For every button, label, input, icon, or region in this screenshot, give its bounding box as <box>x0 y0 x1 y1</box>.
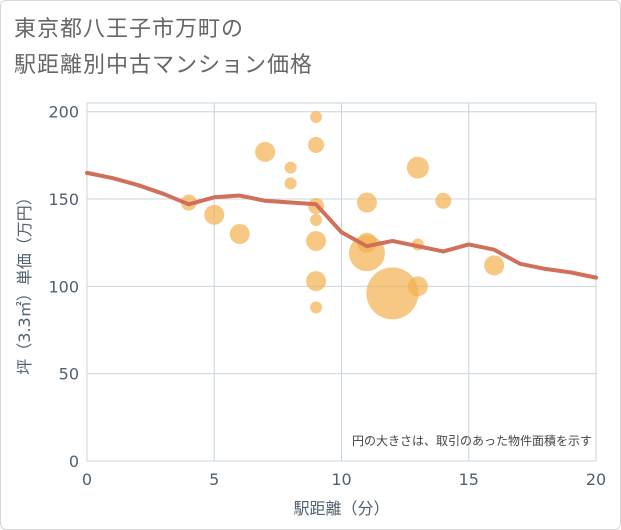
chart-title-line-2: 駅距離別中古マンション価格 <box>14 53 314 78</box>
x-tick-label: 20 <box>586 470 606 489</box>
bubble-point <box>204 204 225 225</box>
bubble-point <box>284 161 297 174</box>
bubble-point <box>366 267 419 320</box>
x-tick-label: 10 <box>331 470 351 489</box>
bubble-point <box>356 232 377 253</box>
x-axis-ticks: 0 5 10 15 20 <box>82 470 606 489</box>
y-axis-title: 坪（3.3㎡）単価（万円） <box>15 189 34 374</box>
x-axis-title: 駅距離（分） <box>293 499 389 518</box>
bubble-point <box>284 177 297 190</box>
bubble-size-note: 円の大きさは、取引のあった物件面積を示す <box>352 433 592 448</box>
y-tick-label: 50 <box>59 365 79 384</box>
chart-title: 東京都八王子市万町の 駅距離別中古マンション価格 <box>14 12 313 84</box>
y-tick-label: 150 <box>48 190 79 209</box>
y-tick-label: 200 <box>48 103 79 122</box>
bubble-point <box>310 301 323 314</box>
grid-lines <box>86 103 597 462</box>
bubble-point <box>310 214 323 227</box>
y-axis-ticks: 0 50 100 150 200 <box>48 103 79 471</box>
x-tick-label: 5 <box>209 470 219 489</box>
bubble-point <box>484 255 505 276</box>
price-trend-line <box>85 170 598 280</box>
bubble-point <box>229 223 250 244</box>
bubble-point <box>306 230 327 251</box>
x-tick-label: 0 <box>82 470 92 489</box>
bubble-point <box>407 276 428 297</box>
y-tick-label: 100 <box>48 277 79 296</box>
bubble-point <box>406 156 429 179</box>
chart-title-line-1: 東京都八王子市万町の <box>14 17 245 42</box>
bubble-point <box>435 192 452 209</box>
bubble-point <box>308 136 325 153</box>
bubble-point <box>255 141 276 162</box>
bubble-series <box>180 110 505 320</box>
bubble-point <box>356 192 377 213</box>
y-tick-label: 0 <box>69 452 79 471</box>
bubble-point <box>306 271 327 292</box>
x-tick-label: 15 <box>459 470 479 489</box>
plot-area-border <box>86 102 597 462</box>
bubble-point <box>310 110 323 123</box>
